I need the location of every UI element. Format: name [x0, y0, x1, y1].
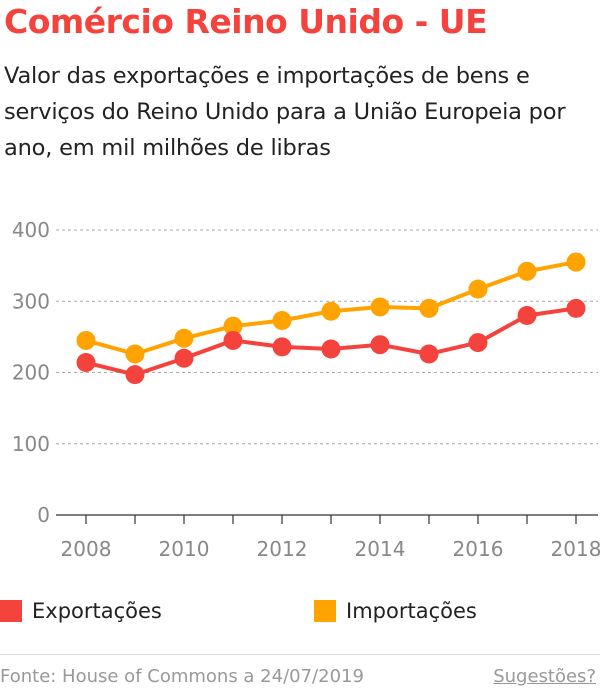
imports-data-point: [468, 279, 488, 299]
y-tick-label: 300: [12, 289, 50, 313]
exports-data-point: [125, 365, 145, 385]
exports-data-point: [223, 330, 243, 350]
y-tick-label: 0: [37, 503, 50, 527]
imports-data-point: [370, 297, 390, 317]
y-tick-label: 200: [12, 361, 50, 385]
suggestions-link[interactable]: Sugestões?: [493, 666, 596, 687]
exports-data-point: [174, 348, 194, 368]
line-chart: 0 100 200 300 400 2008 2010 2012 2014 2016 2018: [12, 218, 600, 561]
legend-item-exports[interactable]: Exportações: [0, 596, 162, 626]
exports-data-point: [370, 335, 390, 355]
imports-data-point: [419, 298, 439, 318]
exports-data-point: [272, 337, 292, 357]
legend-label-exports: Exportações: [32, 599, 162, 623]
exports-data-point: [76, 353, 96, 373]
imports-swatch: [314, 600, 336, 622]
legend-item-imports[interactable]: Importações: [314, 596, 477, 626]
imports-data-point: [174, 328, 194, 348]
exports-data-point: [419, 344, 439, 364]
exports-data-point: [517, 306, 537, 325]
x-tick-label: 2014: [355, 537, 406, 561]
footer-divider: [0, 654, 600, 655]
exports-data-point: [321, 339, 341, 359]
imports-data-point: [566, 252, 586, 272]
imports-data-point: [76, 330, 96, 350]
source-note: Fonte: House of Commons a 24/07/2019: [0, 666, 364, 687]
imports-data-point: [517, 261, 537, 281]
x-tick-label: 2018: [551, 537, 600, 561]
exports-data-point: [468, 333, 488, 353]
legend-label-imports: Importações: [346, 599, 477, 623]
x-tick-label: 2012: [257, 537, 308, 561]
chart-subtitle: Valor das exportações e importações de b…: [4, 63, 566, 161]
imports-data-point: [223, 316, 243, 336]
imports-data-point: [321, 301, 341, 321]
y-tick-label: 400: [12, 218, 50, 242]
x-tick-label: 2016: [453, 537, 504, 561]
x-tick-label: 2010: [159, 537, 210, 561]
chart-title: Comércio Reino Unido - UE: [4, 2, 488, 41]
imports-data-point: [125, 344, 145, 364]
exports-swatch: [0, 600, 22, 622]
y-tick-label: 100: [12, 432, 50, 456]
imports-data-point: [272, 310, 292, 330]
x-tick-label: 2008: [61, 537, 112, 561]
exports-data-point: [566, 298, 586, 318]
